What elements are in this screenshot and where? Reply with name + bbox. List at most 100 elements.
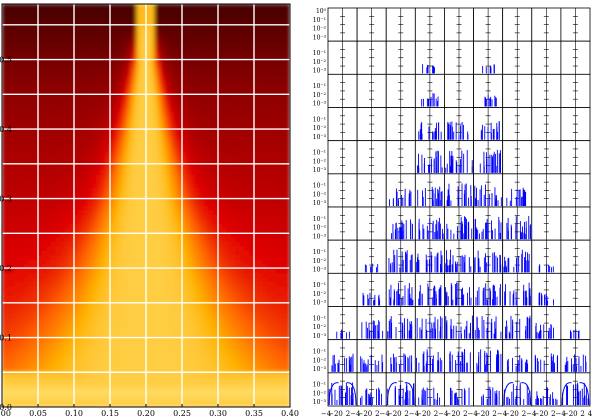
heatmap-cell — [2, 182, 7, 189]
heatmap-cell — [91, 97, 97, 104]
heatmap-cell — [82, 142, 88, 148]
heatmap-cell — [154, 227, 160, 233]
heatmap-cell — [127, 402, 133, 407]
heatmap-cell — [2, 402, 7, 407]
heatmap-cell — [73, 290, 79, 296]
heatmap-cell — [15, 325, 21, 332]
heatmap-cell — [217, 402, 223, 407]
heatmap-cell — [87, 303, 93, 309]
heatmap-cell — [118, 307, 124, 314]
heatmap-cell — [271, 294, 277, 301]
heatmap-cell — [204, 388, 210, 395]
heatmap-cell — [123, 299, 129, 305]
heatmap-cell — [127, 294, 133, 301]
heatmap-cell — [55, 321, 61, 327]
heatmap-cell — [267, 213, 273, 220]
heatmap-cell — [285, 169, 290, 175]
heatmap-cell — [186, 267, 192, 274]
heatmap-cell — [172, 169, 178, 175]
heatmap-cell — [87, 402, 93, 407]
heatmap-cell — [42, 375, 48, 381]
heatmap-cell — [33, 281, 39, 287]
heatmap-cell — [33, 299, 39, 305]
heatmap-cell — [145, 339, 151, 345]
heatmap-cell — [78, 388, 84, 395]
heatmap-cell — [285, 299, 290, 305]
heatmap-cell — [168, 299, 174, 305]
heatmap-cell — [105, 294, 111, 301]
heatmap-cell — [55, 173, 61, 180]
heatmap-cell — [231, 370, 237, 377]
heatmap-cell — [240, 205, 246, 211]
heatmap-cell — [118, 384, 124, 390]
heatmap-cell — [172, 84, 178, 90]
heatmap-cell — [87, 357, 93, 363]
heatmap-cell — [276, 258, 282, 265]
heatmap-cell — [217, 357, 223, 363]
heatmap-cell — [276, 231, 282, 238]
heatmap-cell — [262, 249, 268, 256]
heatmap-cell — [226, 384, 232, 390]
heatmap-cell — [60, 213, 66, 220]
heatmap-cell — [46, 137, 52, 144]
heatmap-cell — [285, 191, 290, 198]
heatmap-cell — [186, 321, 192, 327]
heatmap-cell — [10, 142, 16, 148]
heatmap-cell — [280, 245, 286, 251]
heatmap-cell — [145, 200, 151, 206]
heatmap-cell — [78, 66, 84, 72]
heatmap-cell — [267, 106, 273, 112]
heatmap-cell — [64, 290, 70, 296]
heatmap-cell — [10, 205, 16, 211]
heatmap-cell — [285, 290, 290, 296]
heatmap-cell — [267, 312, 273, 318]
heatmap-cell — [87, 187, 93, 193]
heatmap-cell — [150, 321, 156, 327]
heatmap-cell — [190, 160, 196, 166]
heatmap-cell — [262, 357, 268, 363]
heatmap-cell — [82, 227, 88, 233]
heatmap-cell — [87, 312, 93, 318]
heatmap-cell — [159, 312, 165, 318]
heatmap-cell — [262, 267, 268, 274]
heatmap-cell — [109, 151, 115, 157]
heatmap-cell — [51, 146, 57, 153]
heatmap-cell — [37, 325, 43, 332]
heatmap-cell — [258, 79, 264, 86]
heatmap-cell — [240, 88, 246, 95]
heatmap-cell — [91, 240, 97, 247]
heatmap-cell — [172, 79, 178, 86]
heatmap-cell — [141, 146, 147, 153]
heatmap-cell — [100, 267, 106, 274]
heatmap-cell — [186, 119, 192, 126]
heatmap-cell — [127, 160, 133, 166]
heatmap-cell — [127, 366, 133, 372]
heatmap-cell — [73, 240, 79, 247]
heatmap-cell — [105, 182, 111, 189]
heatmap-cell — [244, 388, 250, 395]
heatmap-cell — [109, 384, 115, 390]
heatmap-cell — [136, 205, 142, 211]
heatmap-cell — [132, 128, 138, 135]
heatmap-cell — [226, 182, 232, 189]
heatmap-cell — [96, 151, 102, 157]
heatmap-cell — [262, 240, 268, 247]
heatmap-cell — [114, 218, 120, 224]
heatmap-cell — [172, 348, 178, 354]
heatmap-cell — [78, 151, 84, 157]
heatmap-cell — [10, 209, 16, 215]
heatmap-cell — [51, 388, 57, 395]
heatmap-cell — [28, 133, 34, 139]
heatmap-cell — [244, 75, 250, 81]
heatmap-cell — [276, 249, 282, 256]
heatmap-cell — [87, 245, 93, 251]
heatmap-cell — [249, 402, 255, 407]
heatmap-cell — [150, 128, 156, 135]
heatmap-cell — [186, 312, 192, 318]
heatmap-cell — [33, 178, 39, 184]
heatmap-cell — [15, 137, 21, 144]
heatmap-cell — [235, 245, 241, 251]
heatmap-cell — [51, 285, 57, 292]
heatmap-cell — [28, 343, 34, 350]
heatmap-cell — [73, 200, 79, 206]
